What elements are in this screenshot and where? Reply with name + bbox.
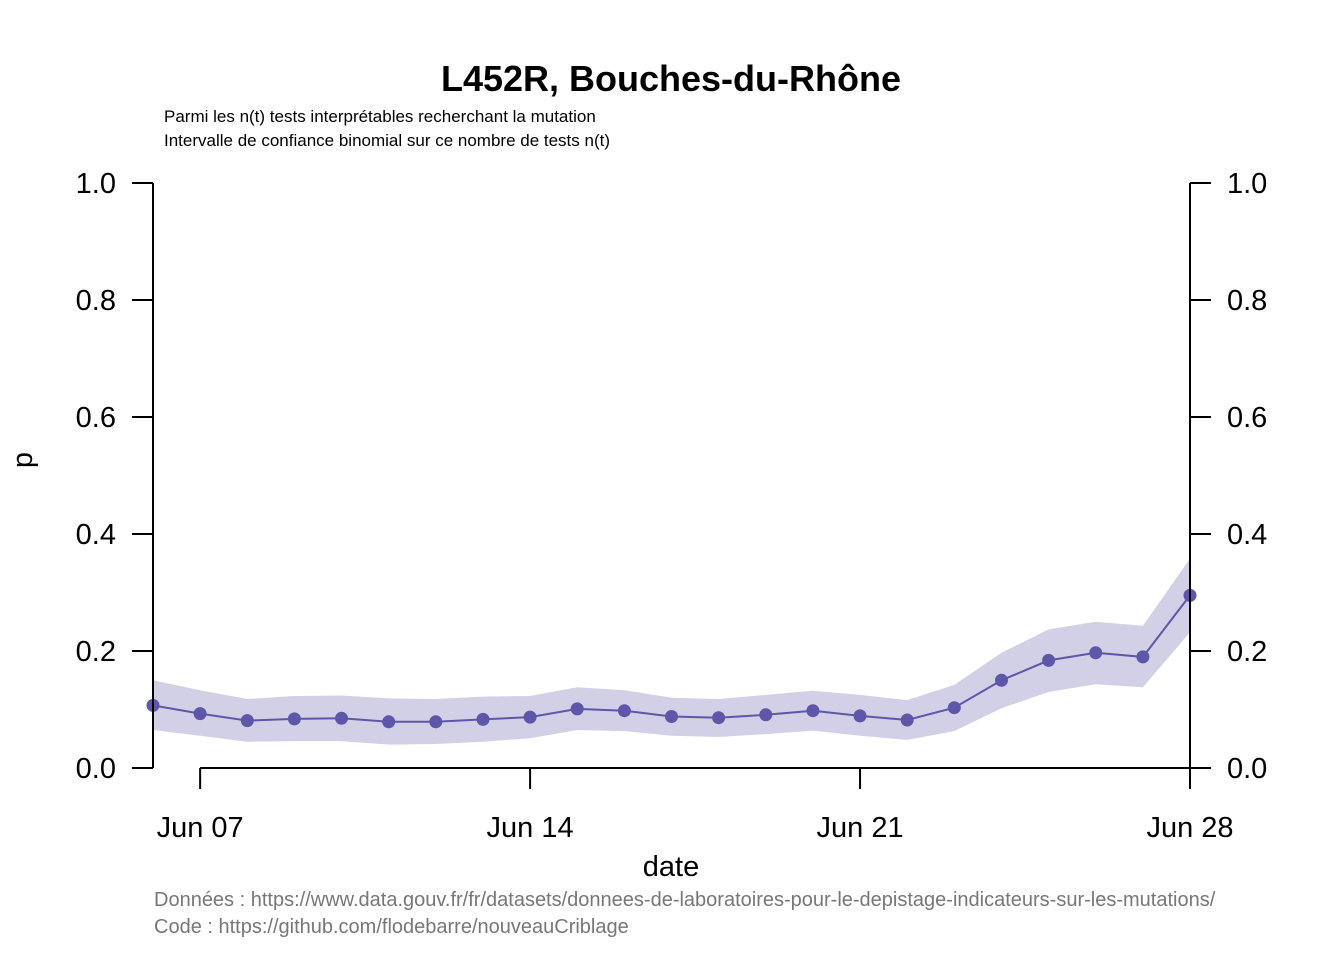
- y-tick-label-left: 0.4: [76, 519, 116, 551]
- code-source-caption: Code : https://github.com/flodebarre/nou…: [154, 916, 629, 938]
- y-tick-label-right: 0.8: [1227, 285, 1267, 317]
- data-point: [853, 709, 867, 723]
- data-point: [995, 673, 1008, 687]
- y-tick-label-left: 0.0: [76, 753, 116, 785]
- x-tick-label: Jun 21: [817, 812, 904, 844]
- data-point: [193, 707, 207, 721]
- y-tick-label-right: 0.6: [1227, 402, 1267, 434]
- data-point: [900, 713, 914, 727]
- y-axis-label: p: [7, 452, 39, 468]
- y-tick-label-left: 0.2: [76, 636, 116, 668]
- data-point: [240, 714, 254, 728]
- data-point: [1042, 653, 1056, 667]
- data-point: [570, 702, 584, 716]
- data-point: [665, 710, 678, 723]
- chart-subtitle-line-2: Intervalle de confiance binomial sur ce …: [164, 131, 610, 150]
- data-point: [712, 711, 726, 725]
- data-point: [759, 708, 773, 722]
- x-tick-label: Jun 14: [487, 812, 574, 844]
- data-point: [947, 701, 961, 715]
- axes: 0.0 0.0 0.2 0.2 0.4 0.4 0.6 0.6 0.8 0.8 1.0 1.0 Jun …: [76, 168, 1268, 844]
- data-point: [523, 710, 537, 724]
- chart-subtitle-line-1: Parmi les n(t) tests interprétables rech…: [164, 107, 596, 126]
- y-tick-label-left: 1.0: [76, 168, 116, 200]
- x-axis-label: date: [643, 851, 699, 883]
- y-tick-label-right: 1.0: [1227, 168, 1267, 200]
- y-tick-label-right: 0.0: [1227, 753, 1267, 785]
- data-point: [382, 715, 396, 729]
- data-point: [287, 712, 301, 726]
- y-tick-label-left: 0.6: [76, 402, 116, 434]
- confidence-band: [153, 558, 1190, 745]
- data-point: [1089, 646, 1103, 660]
- data-point: [617, 704, 631, 718]
- y-tick-label-right: 0.4: [1227, 519, 1267, 551]
- y-tick-label-right: 0.2: [1227, 636, 1267, 668]
- data-point: [335, 711, 348, 725]
- data-source-caption: Données : https://www.data.gouv.fr/fr/da…: [154, 889, 1216, 911]
- data-point: [476, 712, 490, 726]
- chart-title: L452R, Bouches-du-Rhône: [441, 58, 901, 99]
- data-point: [806, 704, 820, 718]
- x-tick-label: Jun 07: [157, 812, 244, 844]
- x-tick-label: Jun 28: [1146, 812, 1233, 844]
- data-point: [429, 715, 443, 729]
- data-point: [1136, 650, 1150, 664]
- plot-area: [146, 558, 1197, 745]
- y-tick-label-left: 0.8: [76, 285, 116, 317]
